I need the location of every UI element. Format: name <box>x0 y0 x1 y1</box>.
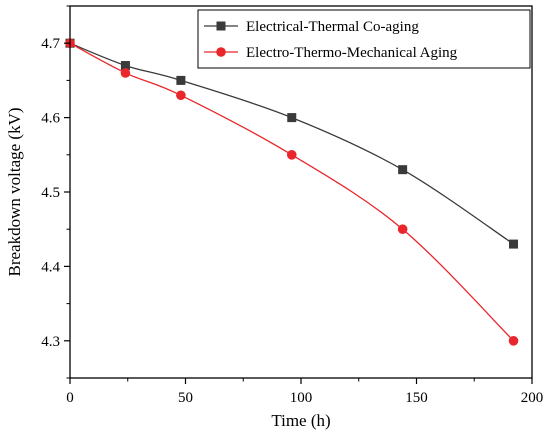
series-1-point <box>509 239 519 249</box>
x-tick-label: 150 <box>405 390 428 406</box>
series-1-point <box>176 75 186 85</box>
series-2-point <box>176 90 186 101</box>
axes: 0 50 100 150 200 4.3 4.4 4.5 4.6 4.7 Time (h) Break… <box>5 5 544 430</box>
y-tick-label: 4.7 <box>41 36 60 52</box>
series-1 <box>65 38 519 249</box>
y-tick-label: 4.3 <box>41 334 60 350</box>
x-axis-title: Time (h) <box>271 411 330 430</box>
y-axis-title: Breakdown voltage (kV) <box>5 107 24 276</box>
legend-item-1: Electrical-Thermal Co-aging <box>204 19 419 35</box>
legend-label: Electro-Thermo-Mechanical Aging <box>246 45 458 61</box>
series-2-point <box>286 150 297 160</box>
series-2-point <box>120 68 131 78</box>
y-tick-label: 4.4 <box>41 259 60 275</box>
plot-area <box>65 38 519 346</box>
legend-marker <box>216 21 226 31</box>
series-1-point <box>287 113 297 123</box>
series-2-line <box>69 42 514 342</box>
series-2-point <box>508 336 519 346</box>
x-tick-label: 200 <box>521 390 544 406</box>
series-1-line <box>69 42 514 245</box>
series-1-point <box>398 165 408 175</box>
x-tick-label: 50 <box>178 390 193 406</box>
legend-box <box>197 9 531 69</box>
y-tick-label: 4.5 <box>41 185 60 201</box>
legend-item-2: Electro-Thermo-Mechanical Aging <box>204 45 458 61</box>
y-tick-label: 4.6 <box>41 111 60 127</box>
series-2 <box>65 38 519 346</box>
series-1-point <box>120 61 130 71</box>
x-tick-label: 0 <box>66 390 74 406</box>
series-2-point <box>397 224 408 234</box>
x-tick-label: 100 <box>290 390 313 406</box>
legend-label: Electrical-Thermal Co-aging <box>246 19 419 35</box>
legend: Electrical-Thermal Co-aging Electro-Therm… <box>197 9 531 69</box>
legend-marker <box>216 47 226 57</box>
